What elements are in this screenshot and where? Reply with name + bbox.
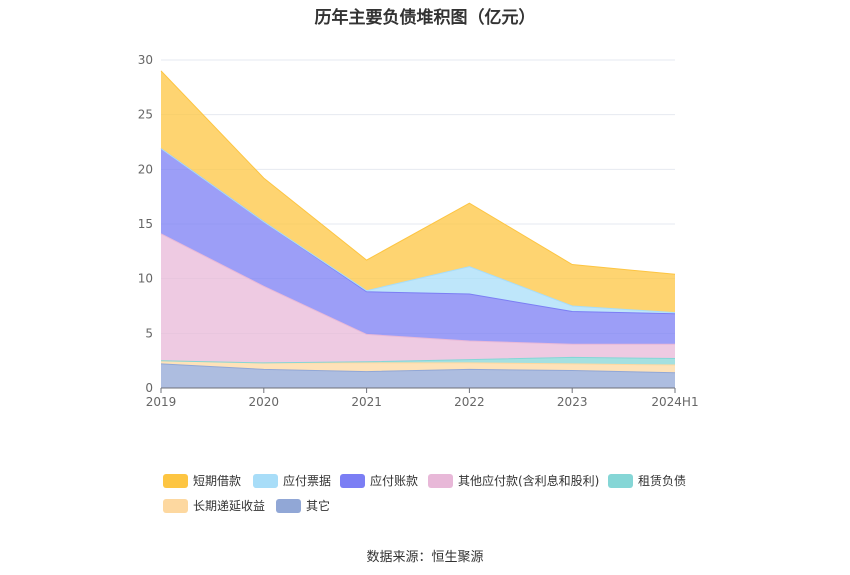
legend-swatch (428, 473, 453, 488)
legend-swatch (608, 473, 633, 488)
y-tick-label: 0 (145, 381, 153, 395)
x-tick-label: 2023 (557, 395, 588, 409)
legend-item[interactable]: 短期借款 (163, 472, 241, 489)
x-tick-label: 2021 (351, 395, 382, 409)
x-tick-label: 2019 (146, 395, 177, 409)
legend-label: 应付账款 (370, 474, 419, 488)
x-tick-label: 2020 (249, 395, 280, 409)
y-tick-label: 20 (138, 162, 153, 176)
legend-item[interactable]: 其它 (276, 497, 330, 514)
area-4 (161, 148, 675, 345)
legend-label: 其它 (306, 499, 331, 513)
series-line-3 (160, 233, 675, 345)
series-line-5 (160, 148, 676, 314)
chart-title: 历年主要负债堆积图（亿元） (314, 8, 536, 28)
y-tick-label: 10 (138, 272, 153, 286)
legend-swatch (163, 473, 188, 488)
area-6 (161, 70, 675, 313)
legend-label: 其他应付款(含利息和股利) (458, 474, 600, 488)
legend-swatch (340, 473, 365, 488)
legend-item[interactable]: 其他应付款(含利息和股利) (428, 472, 599, 489)
source-note: 数据来源：恒生聚源 (366, 550, 484, 565)
y-tick-label: 5 (145, 326, 153, 340)
axes: 0 5 10 15 20 25 30 2019 2020 2021 2022 2023 2024H1 (138, 53, 699, 409)
area-series (160, 70, 676, 388)
area-3 (161, 233, 675, 363)
legend-label: 长期递延收益 (193, 499, 266, 513)
y-tick-label: 25 (138, 108, 153, 122)
legend-label: 短期借款 (193, 474, 242, 488)
stacked-area-chart: 0 5 10 15 20 25 30 2019 2020 2021 2022 2023 2024H1 (138, 53, 699, 409)
legend-item[interactable]: 租赁负债 (608, 472, 686, 489)
series-line-2 (160, 356, 676, 364)
legend-label: 租赁负债 (638, 474, 687, 488)
area-0 (161, 363, 675, 388)
y-tick-label: 15 (138, 217, 153, 231)
legend-swatch (276, 498, 301, 513)
series-line-6 (160, 70, 676, 275)
series-line-0 (160, 363, 676, 374)
legend-swatch (163, 498, 188, 513)
legend-item[interactable]: 长期递延收益 (163, 497, 265, 514)
x-tick-label: 2022 (454, 395, 485, 409)
x-tick-label: 2024H1 (651, 395, 698, 409)
area-5 (161, 148, 675, 314)
y-tick-label: 30 (138, 53, 153, 67)
legend-item[interactable]: 应付票据 (253, 472, 331, 489)
legend-label: 应付票据 (283, 474, 332, 488)
legend-item[interactable]: 应付账款 (340, 472, 418, 489)
legend-swatch (253, 473, 278, 488)
